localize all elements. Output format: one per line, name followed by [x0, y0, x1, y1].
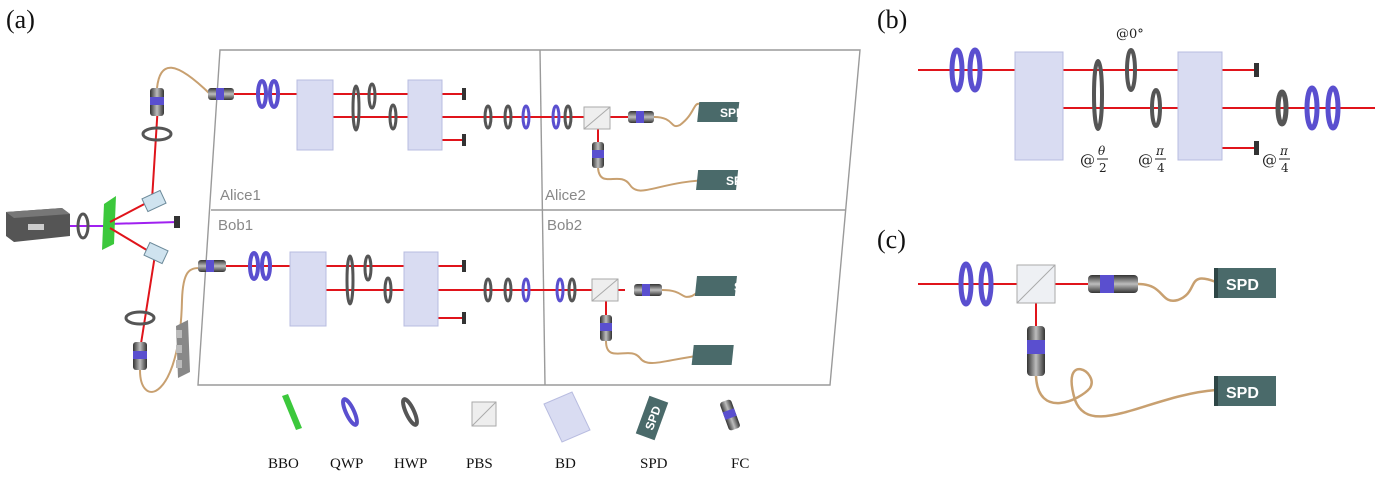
table-frame — [197, 49, 861, 386]
legend-qwp-icon — [341, 397, 359, 427]
panel-c-qwp-icon — [958, 261, 994, 307]
panel-b-bd1-icon — [1014, 51, 1064, 161]
panel-b-label: (b) — [877, 5, 907, 34]
fiber-lower — [139, 267, 201, 393]
angle-pi-numerator-1: π — [1155, 144, 1165, 158]
angle-pi-prefix-2: @ — [1262, 151, 1277, 169]
panel-c-pbs-diag — [1016, 264, 1056, 304]
legend: SPD BBO QWP HWP PBS BD SPD FC — [268, 391, 749, 472]
bob-fc-v-icon — [600, 315, 612, 341]
angle-pi-numerator-2: π — [1279, 144, 1289, 158]
angle-label-zero: @0° — [1116, 27, 1144, 42]
alice-fc-v-icon — [592, 142, 604, 168]
fc-lower-icon — [133, 342, 147, 370]
legend-bbo-icon — [282, 394, 302, 430]
lower-waveplate-icon — [124, 310, 156, 326]
panel-c-beams — [918, 283, 1090, 326]
bob-pbs-diag — [591, 278, 619, 302]
alice-bd2-icon — [407, 79, 443, 151]
angle-label-pi-quarter-2: @ π 4 — [1262, 144, 1290, 175]
panel-c-fiber-2 — [1034, 367, 1217, 418]
panel-b-beam-dump-icon — [1254, 63, 1259, 155]
alice-bd1-icon — [296, 79, 334, 151]
angle-theta-numerator: θ — [1098, 144, 1106, 158]
legend-pbs-icon — [471, 401, 497, 427]
region-alice1-label: Alice1 — [220, 187, 261, 204]
angle-pi-prefix-1: @ — [1138, 151, 1153, 169]
panel-c-label: (c) — [877, 225, 906, 254]
angle-pi-denominator-2: 4 — [1281, 161, 1289, 175]
region-bob2-label: Bob2 — [547, 217, 582, 234]
legend-hwp-icon — [401, 397, 419, 427]
legend-bd-label: BD — [555, 456, 576, 472]
alice-hwp-icon — [351, 82, 398, 132]
legend-spd-icon: SPD — [635, 395, 669, 441]
legend-spd-label: SPD — [640, 456, 668, 472]
panel-c-fc-h-icon — [1088, 275, 1138, 293]
legend-fc-icon — [720, 399, 740, 431]
bob-qwp-icon — [248, 251, 272, 281]
bob-hwp-icon — [345, 254, 393, 306]
bob-bd1-icon — [289, 251, 327, 327]
legend-fc-label: FC — [731, 456, 749, 472]
bob-spd-2-icon: SPD — [691, 345, 763, 365]
panel-b-qwp-in-icon — [949, 47, 983, 93]
fiber-upper — [156, 66, 211, 95]
alice2-waveplates-icon — [483, 104, 573, 130]
mirror-icon — [141, 189, 169, 265]
panel-a-label: (a) — [6, 5, 35, 34]
alice-fiber-2 — [597, 167, 716, 192]
panel-b-bd2-icon — [1177, 51, 1223, 161]
laser-source — [6, 208, 70, 242]
region-bob1-label: Bob1 — [218, 217, 253, 234]
bob-spd-2-label: SPD — [738, 349, 763, 363]
panel-c-spd-2-icon: SPD — [1214, 376, 1276, 406]
alice-spd-1-icon: SPD — [697, 102, 745, 122]
panel-c-spd-1-label: SPD — [1226, 277, 1259, 294]
legend-bbo-label: BBO — [268, 456, 299, 472]
pump-beam-residual — [107, 221, 179, 225]
angle-theta-denominator: 2 — [1099, 161, 1107, 175]
angle-label-theta-half: @ θ 2 — [1080, 144, 1108, 175]
angle-pi-denominator-1: 4 — [1157, 161, 1165, 175]
alice-beam-dump-icon — [462, 88, 466, 146]
pump-waveplate-icon — [76, 212, 90, 240]
fiber-holder-icon — [176, 320, 190, 378]
panel-b-hwp-icon — [1092, 48, 1162, 131]
bob2-waveplates-icon — [483, 277, 577, 303]
fc-upper-icon — [150, 88, 164, 116]
angle-label-pi-quarter-1: @ π 4 — [1138, 144, 1166, 175]
alice-fc-in-icon — [208, 88, 234, 100]
alice-spd-1-label: SPD — [720, 106, 745, 120]
region-alice2-label: Alice2 — [545, 187, 586, 204]
bbo-crystal-icon — [102, 196, 116, 250]
panel-c-fiber-1 — [1137, 277, 1217, 303]
legend-qwp-label: QWP — [330, 456, 363, 472]
angle-theta-prefix: @ — [1080, 151, 1095, 169]
alice-spd-2-icon: SPD — [696, 170, 751, 190]
alice-fc-h-icon — [628, 111, 654, 123]
alice-spd-2-label: SPD — [726, 174, 751, 188]
alice-qwp-icon — [256, 79, 280, 109]
alice-pbs-diag — [583, 106, 611, 130]
upper-waveplate-icon — [141, 126, 173, 142]
bob-beam-dump-icon — [462, 260, 466, 324]
panel-c-spd-2-label: SPD — [1226, 385, 1259, 402]
bob-bd2-icon — [403, 251, 439, 327]
legend-bd-icon — [543, 391, 591, 443]
beam-dump-icon — [174, 216, 180, 228]
panel-c-fc-v-icon — [1027, 326, 1045, 376]
panel-b-waveplates-out-icon — [1275, 85, 1341, 131]
bob-fc-h-icon — [634, 284, 662, 296]
bob-fc-in-icon — [198, 260, 226, 272]
bob-spd-1-label: SPD — [734, 280, 759, 294]
legend-pbs-label: PBS — [466, 456, 493, 472]
legend-hwp-label: HWP — [394, 456, 427, 472]
panel-c-spd-1-icon: SPD — [1214, 268, 1276, 298]
bob-spd-1-icon: SPD — [694, 276, 759, 296]
